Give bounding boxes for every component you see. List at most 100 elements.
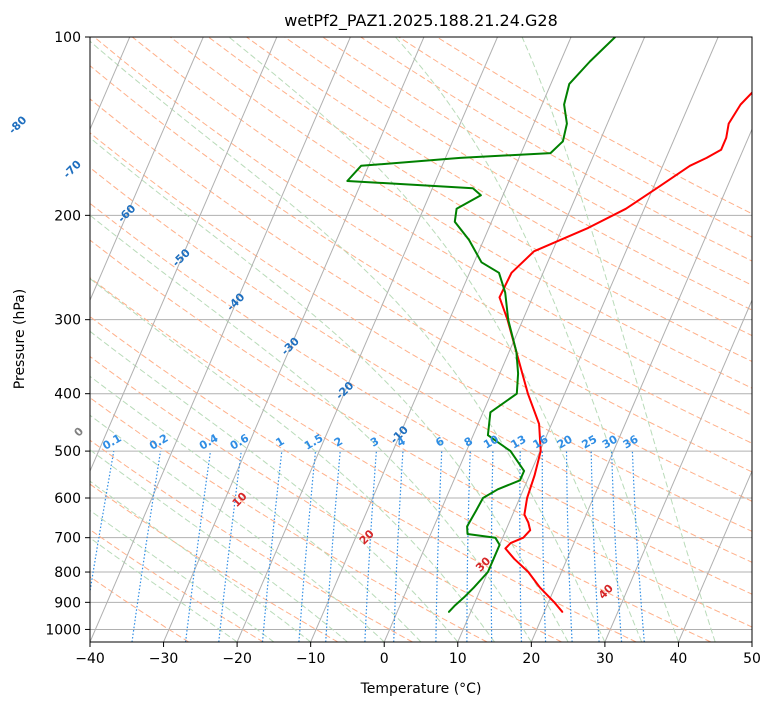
y-tick-label: 300: [54, 313, 81, 329]
dewpoint-point: [480, 261, 483, 263]
x-tick-label: 50: [743, 651, 761, 667]
isotherm: [163, 37, 425, 642]
dry-adiabat: [284, 37, 752, 311]
dewpoint-point: [480, 194, 482, 196]
temperature-point: [706, 157, 708, 159]
isotherm: [751, 640, 752, 642]
temperature-point: [522, 537, 524, 539]
dry-adiabat: [90, 167, 752, 563]
background-lines: [90, 37, 752, 642]
dry-adiabat: [169, 37, 752, 389]
dry-adiabat: [90, 315, 637, 642]
dry-adiabat: [93, 37, 752, 444]
x-tick-label: 40: [670, 651, 688, 667]
dry-adiabat: [398, 37, 752, 238]
dry-adiabat-label: 0: [72, 425, 87, 440]
y-tick-label: 700: [54, 531, 81, 547]
mixing-ratio-label: 0.1: [100, 432, 123, 453]
axis-ticks: −40 −30 −20 −10 0 10 20 30 40 5010020030040050060…: [45, 30, 761, 667]
dewpoint-point: [562, 140, 564, 142]
mixing-ratio-label: 13: [509, 433, 529, 452]
dry-adiabat: [131, 37, 752, 416]
moist-adiabat: [395, 37, 679, 642]
dewpoint-point: [360, 165, 362, 167]
dry-adiabat: [208, 37, 752, 363]
moist-adiabat: [90, 278, 495, 642]
temperature-point: [728, 123, 730, 125]
y-axis-label: Pressure (hPa): [12, 289, 28, 389]
dewpoint-point: [468, 239, 470, 241]
chart-title: wetPf2_PAZ1.2025.188.21.24.G28: [284, 11, 558, 31]
dewpoint-point: [459, 157, 461, 159]
mixing-ratio-line: [611, 451, 623, 642]
temperature-point: [513, 558, 515, 560]
isotherm-label: -80: [6, 113, 29, 136]
temperature-point: [523, 514, 526, 516]
temperature-point: [527, 521, 529, 524]
isotherm: [236, 37, 498, 642]
dewpoint-point: [568, 83, 570, 85]
temperature-point: [760, 83, 761, 84]
mixing-ratio-line: [90, 450, 115, 595]
temperature-point: [720, 149, 722, 151]
x-tick-label: −40: [75, 651, 105, 667]
temperature-point: [517, 358, 520, 360]
y-tick-label: 900: [54, 595, 81, 611]
mixing-ratio-line: [393, 451, 404, 642]
x-axis-label: Temperature (°C): [360, 681, 482, 697]
isotherm: [383, 37, 646, 642]
isotherm: [90, 37, 278, 473]
dewpoint-point: [489, 411, 491, 413]
temperature-point: [656, 187, 658, 189]
isotherm: [604, 298, 752, 642]
temperature-point: [625, 208, 627, 210]
temperature-point: [553, 601, 555, 603]
dewpoint-point: [517, 373, 519, 375]
moist-adiabat: [228, 37, 643, 642]
dewpoint-point: [466, 525, 468, 528]
dewpoint-point: [519, 479, 521, 481]
temperature-point: [562, 611, 564, 613]
temperature-point: [539, 587, 541, 589]
mixing-ratio-line: [364, 451, 377, 642]
x-tick-label: −30: [149, 651, 179, 667]
mixing-ratio-line: [490, 451, 494, 642]
temperature-point: [526, 497, 528, 499]
mixing-ratio-line: [631, 451, 645, 642]
dewpoint-point: [493, 558, 495, 560]
mixing-ratio-label: 2: [332, 435, 345, 450]
x-tick-label: 10: [449, 651, 467, 667]
mixing-ratio-line: [435, 451, 443, 642]
y-tick-label: 1000: [45, 622, 81, 638]
temperature-point: [510, 272, 513, 274]
temperature-point: [504, 547, 506, 550]
x-tick-label: −20: [222, 651, 252, 667]
mixing-ratio-line: [541, 451, 547, 642]
moist-adiabat: [90, 414, 385, 642]
dewpoint-profile: [346, 37, 616, 613]
moist-adiabat: [90, 449, 348, 642]
profile-lines: [346, 37, 761, 613]
dry-adiabat: [90, 576, 189, 642]
dewpoint-point: [454, 221, 456, 223]
isotherm-label: -40: [224, 290, 247, 313]
temperature-point: [527, 393, 529, 395]
mixing-ratio-line: [466, 451, 471, 642]
dewpoint-point: [475, 510, 477, 512]
dry-adiabat: [90, 439, 413, 642]
moist-adiabat: [90, 537, 238, 642]
dewpoint-point: [507, 319, 509, 321]
temperature-point: [540, 450, 542, 452]
dewpoint-point: [498, 272, 500, 274]
moist-adiabat: [90, 40, 606, 642]
dewpoint-point: [487, 571, 489, 573]
dry-adiabat: [90, 239, 752, 628]
mixing-ratio-label: 8: [462, 435, 475, 450]
dewpoint-point: [464, 596, 466, 598]
temperature-point: [527, 571, 529, 573]
x-tick-label: 30: [596, 651, 614, 667]
y-tick-label: 800: [54, 565, 81, 581]
dewpoint-point: [566, 123, 568, 125]
dry-adiabat-label: 20: [357, 527, 377, 547]
dewpoint-point: [466, 533, 469, 535]
